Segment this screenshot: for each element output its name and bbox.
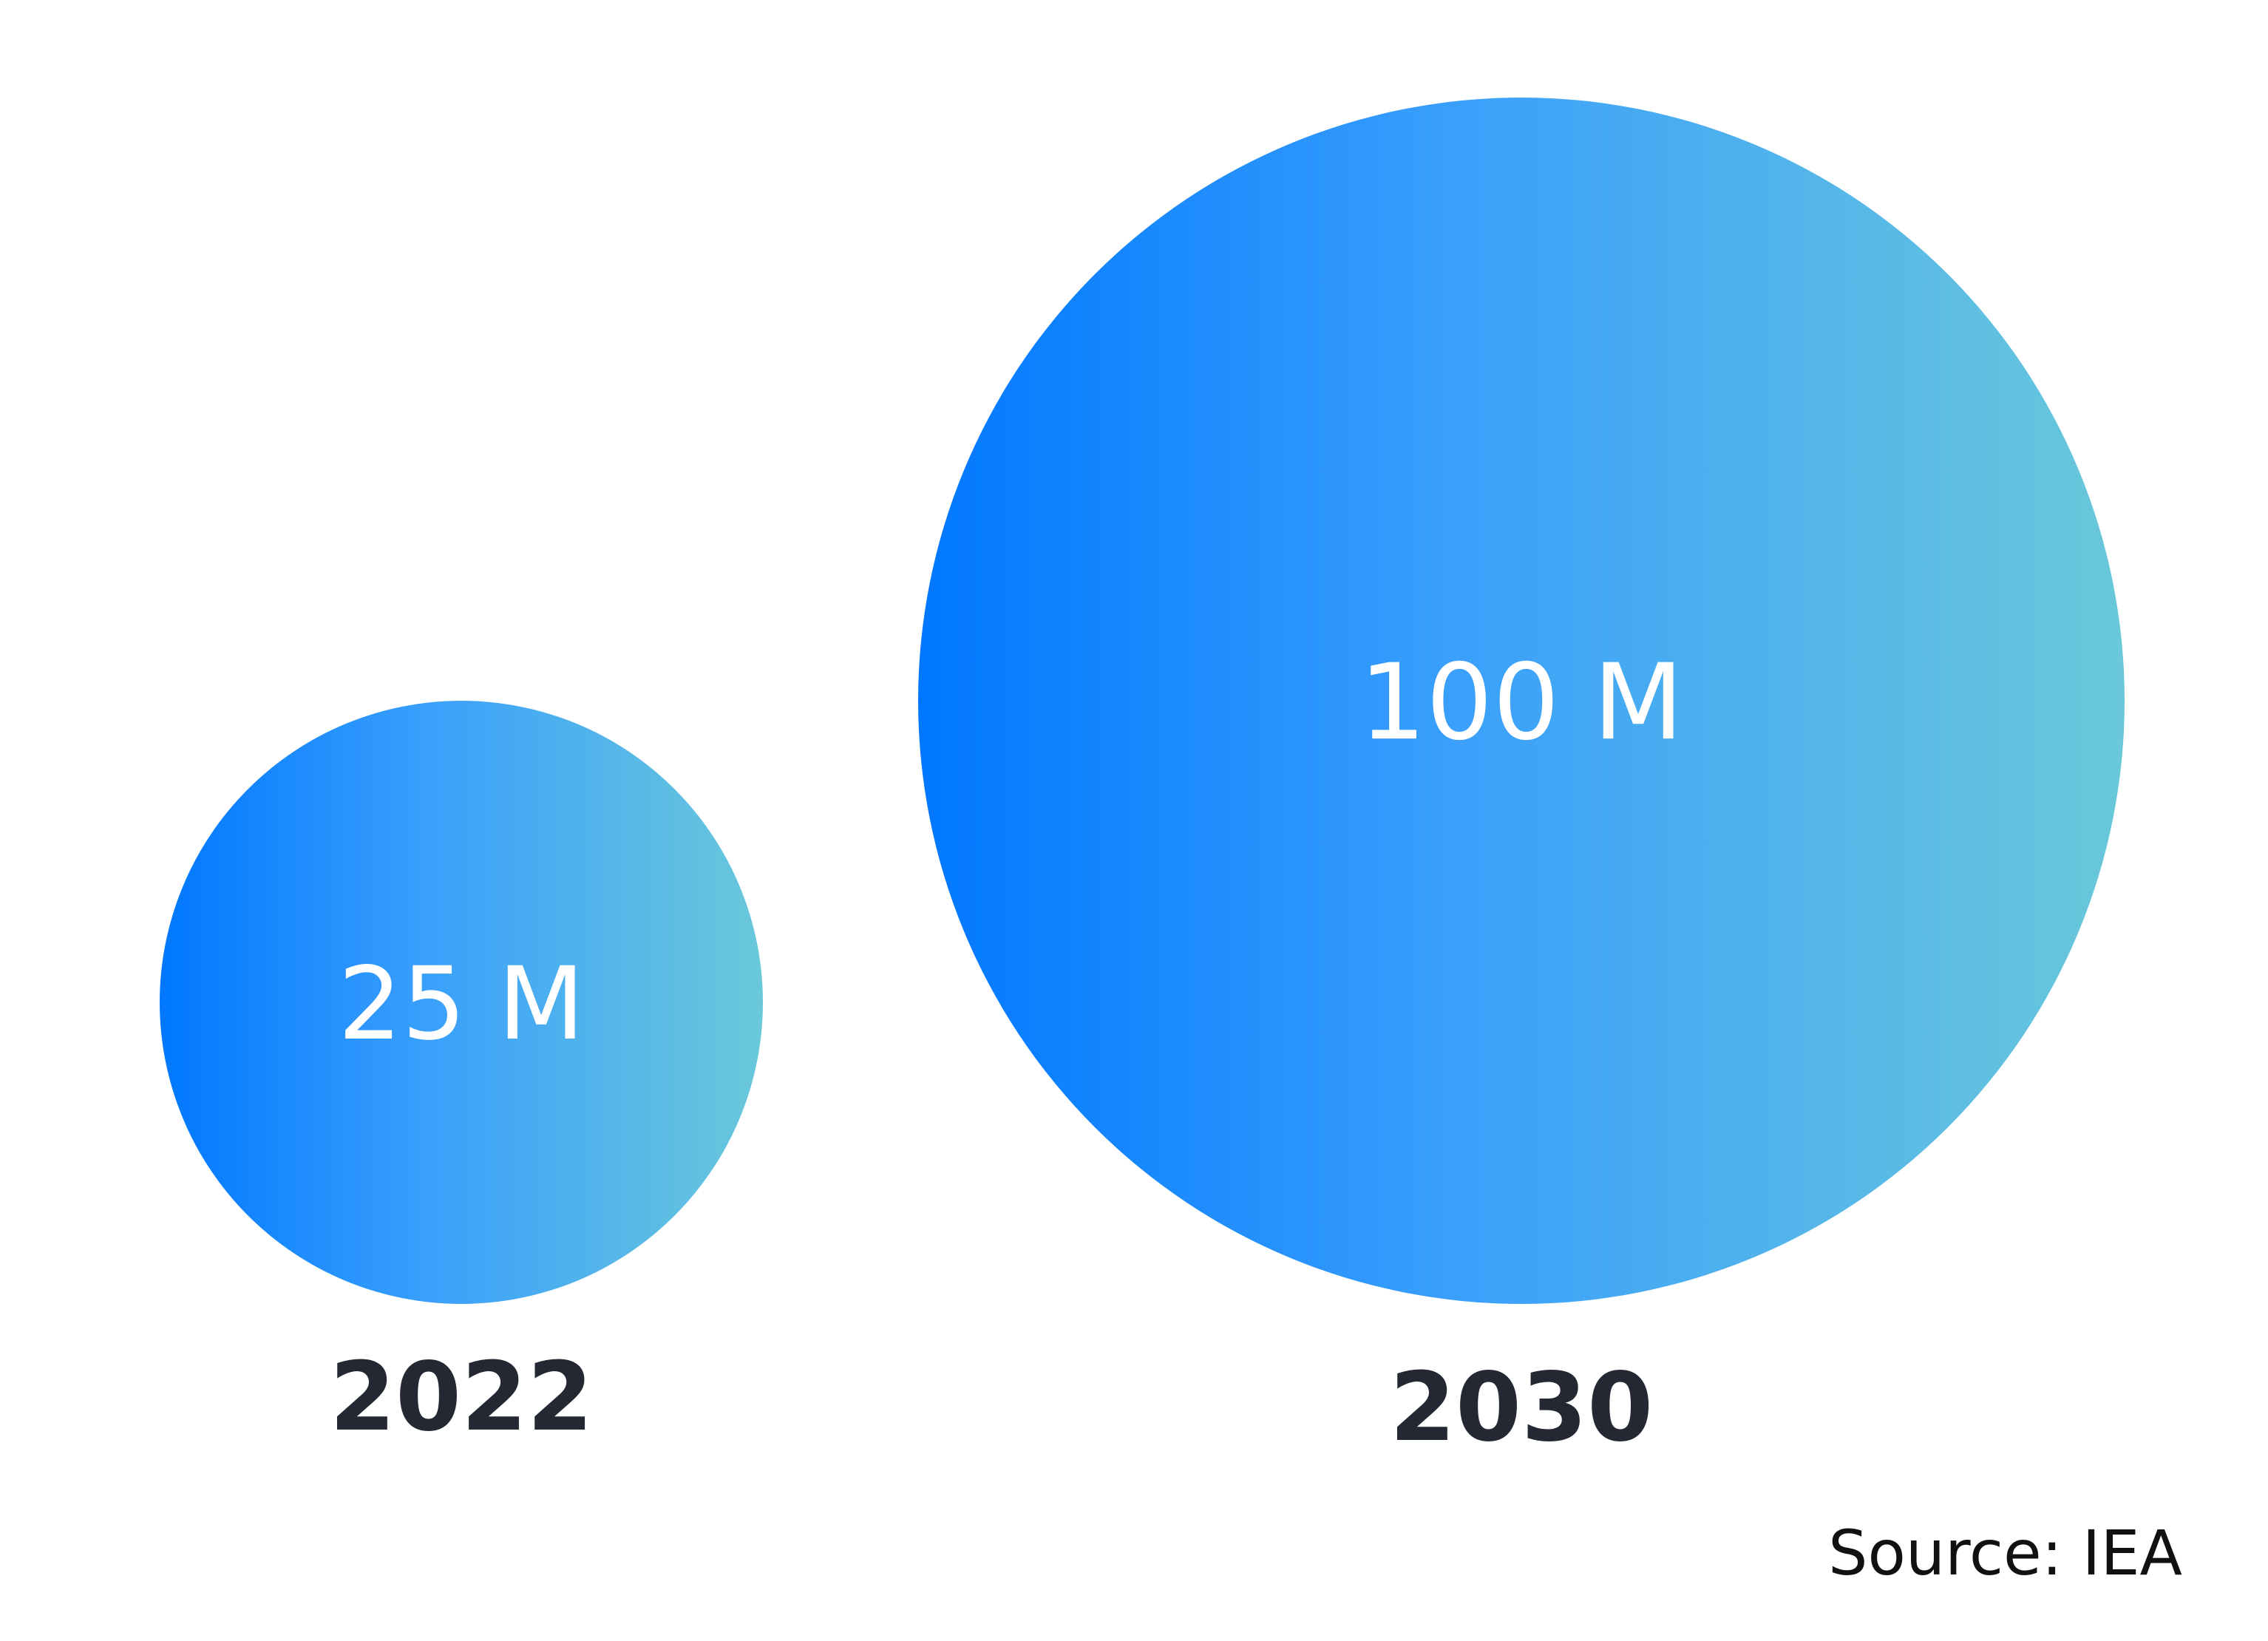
bubble-2030 [918,98,2125,1304]
bubble-2022 [160,701,763,1304]
source-note: Source: IEA [1828,1517,2182,1589]
value-label-2022: 25 M [338,946,585,1063]
year-label-2030: 2030 [1390,1353,1653,1463]
year-label-2022: 2022 [330,1342,593,1453]
value-label-2030: 100 M [1359,642,1684,764]
bubbles-group: 25 M 2022 100 M 2030 [160,98,2125,1463]
